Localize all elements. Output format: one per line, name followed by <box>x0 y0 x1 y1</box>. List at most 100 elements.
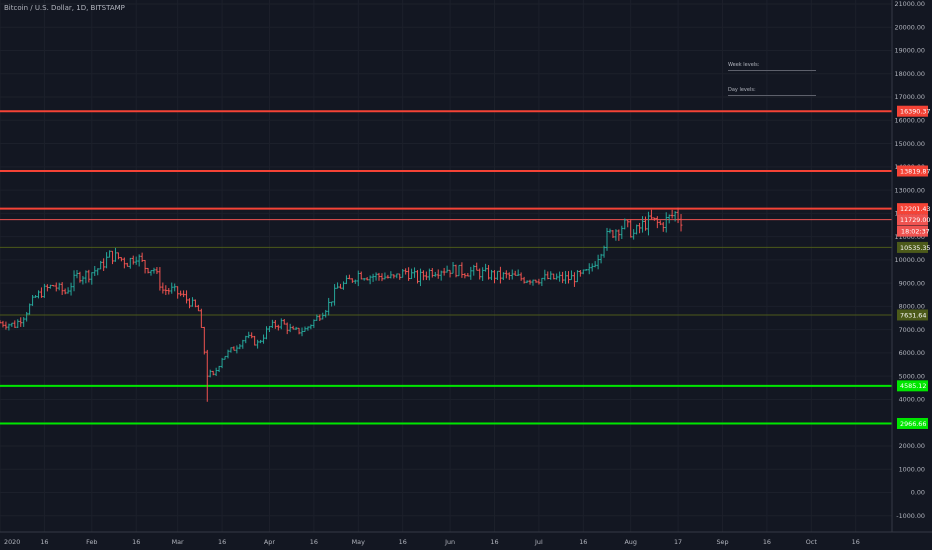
svg-text:10535.35: 10535.35 <box>900 244 931 252</box>
ohlc-bar <box>670 209 674 219</box>
ohlc-bar <box>4 321 8 330</box>
ohlc-bar <box>596 254 600 270</box>
ohlc-bar <box>359 271 363 280</box>
ohlc-bar <box>51 284 55 287</box>
ohlc-bar <box>99 260 103 270</box>
ohlc-bar <box>655 216 659 229</box>
ohlc-bar <box>291 325 295 330</box>
ohlc-bar <box>626 219 630 228</box>
ohlc-bar <box>196 304 200 312</box>
time-tick-label: 16 <box>132 538 140 546</box>
ohlc-bar <box>31 294 34 306</box>
ohlc-bar <box>419 268 422 287</box>
ohlc-bar <box>194 299 197 308</box>
ohlc-bar <box>13 320 17 328</box>
ohlc-bar <box>466 272 470 277</box>
ohlc-bar <box>620 225 624 240</box>
ohlc-bar <box>188 298 191 309</box>
time-tick-label: 16 <box>40 538 48 546</box>
ohlc-bar <box>650 209 653 220</box>
svg-text:7631.64: 7631.64 <box>900 311 926 319</box>
time-tick-label: Aug <box>624 538 636 546</box>
ohlc-bar <box>220 357 224 369</box>
ohlc-bar <box>122 257 126 269</box>
time-tick-label: 16 <box>218 538 226 546</box>
price-label-resistance: 16390.37 <box>897 105 931 117</box>
ohlc-bar <box>546 271 550 280</box>
ohlc-bar <box>673 211 677 222</box>
ohlc-bar <box>321 312 325 320</box>
ohlc-bar <box>54 282 58 292</box>
ohlc-bar <box>199 308 203 329</box>
price-label-support: 4585.12 <box>897 380 928 392</box>
chart-title: Bitcoin / U.S. Dollar, 1D, BITSTAMP <box>4 4 125 12</box>
time-tick-label: May <box>352 538 365 546</box>
ohlc-bar <box>661 222 665 232</box>
price-tick-label: 5000.00 <box>899 372 925 380</box>
ohlc-bar <box>333 284 336 306</box>
ohlc-bar <box>282 319 286 325</box>
price-label-level: 7631.64 <box>897 309 928 321</box>
ohlc-bar <box>176 286 180 299</box>
ohlc-bar <box>339 283 342 289</box>
time-tick-label: 16 <box>310 538 318 546</box>
ohlc-bar <box>347 274 351 280</box>
ohlc-bar <box>635 224 639 235</box>
svg-text:18:02:37: 18:02:37 <box>901 228 930 236</box>
ohlc-bar <box>208 369 212 378</box>
ohlc-bar <box>75 270 79 279</box>
ohlc-bar <box>463 273 467 279</box>
time-tick-label: Jul <box>534 538 543 546</box>
horizontal-levels <box>0 110 892 425</box>
ohlc-bar <box>407 267 411 281</box>
ohlc-bar <box>185 290 188 304</box>
ohlc-bar <box>416 270 419 284</box>
time-tick-label: 16 <box>852 538 860 546</box>
ohlc-bar <box>422 270 425 281</box>
ohlc-bar <box>300 327 304 337</box>
ohlc-bar <box>173 283 177 292</box>
ohlc-bar <box>638 222 641 234</box>
ohlc-bar <box>253 335 257 346</box>
svg-text:4585.12: 4585.12 <box>900 382 926 390</box>
ohlc-bar <box>66 287 70 294</box>
price-tick-label: 7000.00 <box>899 326 925 334</box>
ohlc-bar <box>72 270 76 292</box>
ohlc-bar <box>383 272 387 280</box>
ohlc-bar <box>575 270 579 283</box>
ohlc-bar <box>404 268 408 275</box>
ohlc-bar <box>540 277 544 287</box>
ohlc-bar <box>22 317 26 327</box>
ohlc-bar <box>516 269 520 276</box>
ohlc-bar <box>330 301 334 307</box>
price-tick-label: 18000.00 <box>895 70 926 78</box>
ohlc-bar <box>179 290 183 297</box>
time-tick-label: 16 <box>399 538 407 546</box>
price-tick-label: 1000.00 <box>899 465 925 473</box>
ohlc-bar <box>134 256 138 265</box>
price-tick-label: 2000.00 <box>899 442 925 450</box>
ohlc-bar <box>356 270 360 287</box>
price-label-level: 10535.35 <box>897 241 931 253</box>
ohlc-bar <box>605 227 609 251</box>
ohlc-bar <box>652 217 656 221</box>
svg-text:13819.87: 13819.87 <box>900 167 931 175</box>
ohlc-bar <box>676 207 680 224</box>
ohlc-bar <box>427 268 431 281</box>
ohlc-bar <box>501 272 505 281</box>
ohlc-bar <box>57 282 61 291</box>
ohlc-bar <box>430 268 434 278</box>
ohlc-bar <box>309 324 313 330</box>
ohlc-bar <box>667 214 671 224</box>
ohlc-bar <box>238 343 242 350</box>
ohlc-bar <box>410 268 413 280</box>
price-axis: 21000.00 20000.00 19000.00 18000.00 17000.00… <box>895 0 926 520</box>
ohlc-bar <box>0 320 2 324</box>
ohlc-bar <box>555 273 559 280</box>
ohlc-bar <box>481 267 485 281</box>
ohlc-bar <box>510 269 514 280</box>
ohlc-bar <box>146 267 150 274</box>
week-levels-line <box>728 70 816 71</box>
price-tick-label: 11000.00 <box>895 233 926 241</box>
